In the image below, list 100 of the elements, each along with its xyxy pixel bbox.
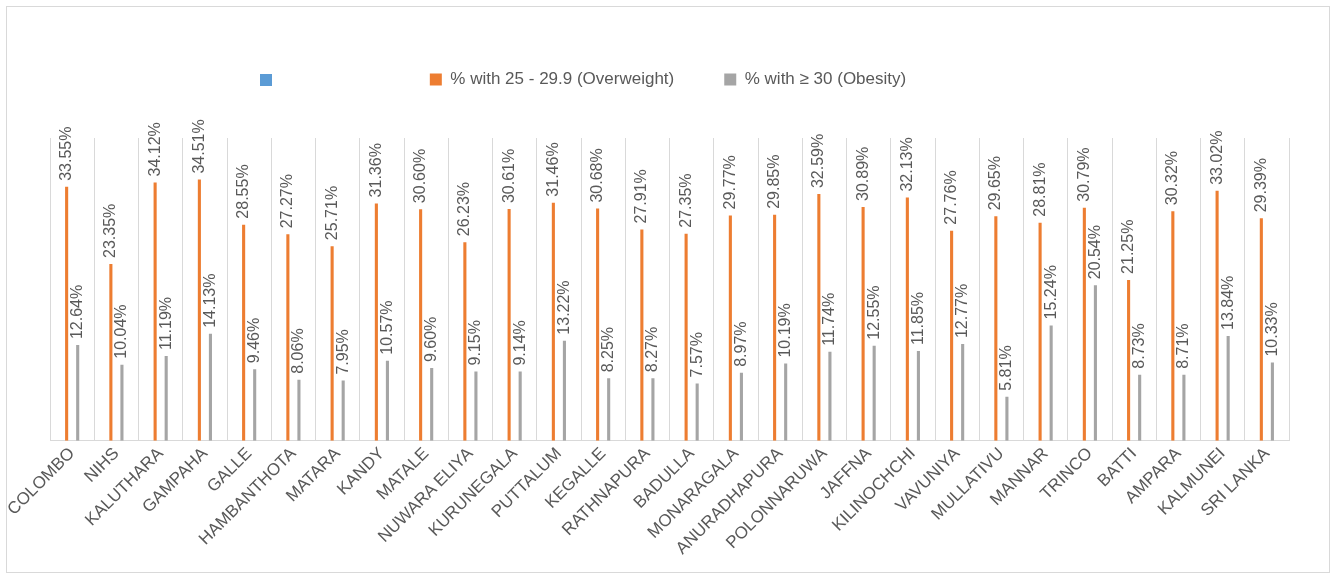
data-label: 30.89% xyxy=(853,146,871,201)
bar xyxy=(739,372,743,441)
data-label: 11.74% xyxy=(820,292,838,346)
data-label: 8.27% xyxy=(643,326,661,373)
data-label: 10.33% xyxy=(1262,302,1280,357)
bar xyxy=(474,371,478,441)
data-label: 14.13% xyxy=(200,273,218,328)
bar xyxy=(916,351,920,441)
data-label: 29.39% xyxy=(1251,158,1269,213)
bar xyxy=(596,208,600,441)
data-label: 27.35% xyxy=(676,173,694,228)
legend-label: % with 25 - 29.9 (Overweight) xyxy=(450,69,675,89)
bar xyxy=(507,209,511,441)
data-label: 9.15% xyxy=(466,320,484,366)
bar xyxy=(1226,335,1230,441)
bar xyxy=(905,197,909,441)
bar xyxy=(76,345,80,441)
bar xyxy=(1038,222,1042,441)
data-label: 31.46% xyxy=(543,142,561,197)
data-label: 10.19% xyxy=(776,303,794,358)
bar xyxy=(651,378,655,441)
bar xyxy=(153,182,157,441)
bar xyxy=(1182,374,1186,441)
bar xyxy=(950,230,954,441)
data-label: 13.22% xyxy=(554,280,572,335)
bar xyxy=(385,360,389,441)
data-label: 27.91% xyxy=(632,169,650,224)
data-label: 8.25% xyxy=(599,326,617,373)
bar xyxy=(695,383,699,441)
bar xyxy=(1270,362,1274,441)
data-label: 7.57% xyxy=(687,332,705,378)
bar xyxy=(286,234,290,441)
bar xyxy=(728,215,732,441)
data-label: 30.68% xyxy=(588,148,606,203)
data-label: 29.85% xyxy=(765,154,783,209)
bar xyxy=(518,371,522,441)
bar xyxy=(562,340,566,441)
data-label: 9.14% xyxy=(510,320,528,366)
bar xyxy=(784,363,788,441)
bar xyxy=(65,186,69,441)
bar xyxy=(817,194,821,441)
data-label: 27.27% xyxy=(278,174,296,229)
data-label: 23.35% xyxy=(101,203,119,259)
data-label: 15.24% xyxy=(1041,265,1059,320)
bar xyxy=(253,369,257,441)
bar xyxy=(120,364,124,441)
bar xyxy=(1005,396,1009,441)
bar xyxy=(463,242,467,441)
bar xyxy=(994,216,998,441)
data-label: 8.97% xyxy=(731,321,749,367)
bar xyxy=(374,203,378,441)
data-label: 20.54% xyxy=(1085,225,1103,280)
data-label: 27.76% xyxy=(942,170,960,225)
bar xyxy=(330,246,334,441)
data-label: 31.36% xyxy=(366,143,384,198)
data-label: 8.73% xyxy=(1130,323,1148,369)
bar xyxy=(242,224,246,441)
bar xyxy=(419,209,423,441)
bar xyxy=(341,380,345,441)
data-label: 33.55% xyxy=(57,126,75,181)
bar xyxy=(551,202,555,441)
data-label: 26.23% xyxy=(455,181,473,237)
data-label: 33.02% xyxy=(1207,130,1225,185)
data-label: 10.57% xyxy=(377,300,395,355)
data-label: 25.71% xyxy=(322,185,340,241)
bar xyxy=(1082,207,1086,441)
data-label: 11.85% xyxy=(908,291,926,346)
data-label: 7.95% xyxy=(333,329,351,375)
data-label: 30.61% xyxy=(499,148,517,204)
bar xyxy=(1127,279,1131,441)
data-label: 13.84% xyxy=(1218,275,1236,330)
data-label: 32.59% xyxy=(809,133,827,189)
data-label: 30.32% xyxy=(1163,150,1181,206)
bar xyxy=(861,206,865,441)
bar xyxy=(1138,374,1142,441)
data-label: 12.55% xyxy=(864,285,882,340)
bar xyxy=(208,333,212,441)
data-label: 12.77% xyxy=(953,283,971,339)
bar xyxy=(684,233,688,441)
data-label: 10.04% xyxy=(112,304,130,359)
data-label: 5.81% xyxy=(997,345,1015,391)
data-label: 34.12% xyxy=(145,122,163,177)
bar xyxy=(872,345,876,441)
bar xyxy=(828,351,832,441)
bar xyxy=(1215,190,1219,441)
data-label: 9.60% xyxy=(422,316,440,363)
data-label: 8.06% xyxy=(289,328,307,374)
bar xyxy=(1171,211,1175,441)
bar xyxy=(640,229,644,441)
data-label: 9.46% xyxy=(245,317,263,364)
bar xyxy=(109,264,113,441)
data-label: 29.77% xyxy=(720,155,738,210)
data-label: 28.81% xyxy=(1030,162,1048,217)
bar xyxy=(961,344,965,441)
data-label: 34.51% xyxy=(189,119,207,174)
data-label: 30.60% xyxy=(411,148,429,204)
data-label: 29.65% xyxy=(986,156,1004,211)
bar xyxy=(607,378,611,441)
bar xyxy=(164,356,168,441)
bar xyxy=(1259,218,1263,441)
